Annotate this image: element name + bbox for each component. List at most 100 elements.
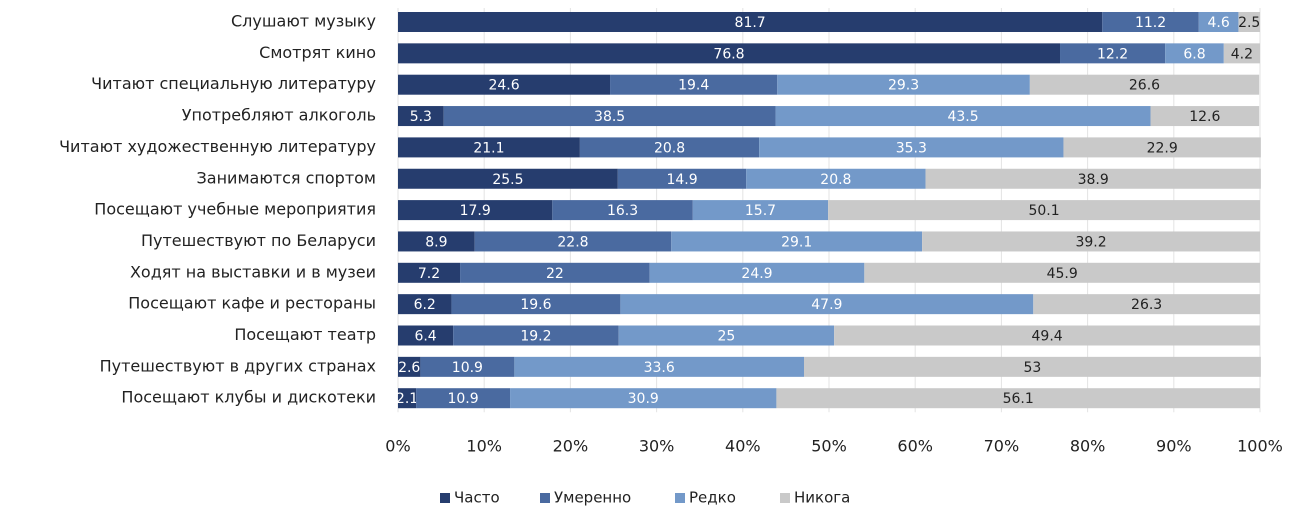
y-tick-label: Смотрят кино — [259, 43, 376, 62]
data-label: 19.2 — [520, 329, 551, 345]
x-tick-label: 30% — [639, 437, 675, 456]
bar-segment — [420, 356, 515, 377]
data-label: 53 — [1024, 360, 1042, 376]
x-tick-label: 0% — [385, 437, 410, 456]
data-label: 22.8 — [557, 234, 588, 250]
y-tick-label: Посещают учебные мероприятия — [94, 200, 376, 219]
x-tick-label: 100% — [1237, 437, 1283, 456]
data-label: 2.6 — [398, 360, 420, 376]
bar-segment — [692, 200, 829, 221]
data-label: 26.6 — [1129, 78, 1160, 94]
bar-segment — [451, 294, 621, 315]
bar-segment — [922, 231, 1260, 252]
data-label: 12.6 — [1189, 109, 1220, 125]
data-label: 45.9 — [1047, 266, 1078, 282]
y-tick-label: Читают специальную литературу — [91, 74, 376, 93]
data-label: 81.7 — [735, 15, 766, 31]
data-label: 12.2 — [1097, 46, 1128, 62]
data-label: 24.6 — [488, 78, 519, 94]
data-label: 38.9 — [1078, 172, 1109, 188]
bar-segment — [759, 137, 1064, 158]
bar-segment — [398, 106, 444, 127]
data-label: 14.9 — [666, 172, 697, 188]
bar-segment — [1238, 12, 1260, 32]
y-tick-label: Путешествуют по Беларуси — [141, 231, 376, 250]
data-label: 7.2 — [418, 266, 440, 282]
data-label: 19.6 — [520, 297, 551, 313]
bar-segment — [398, 262, 461, 283]
y-tick-label: Ходят на выставки и в музеи — [130, 262, 376, 281]
data-label: 6.2 — [414, 297, 436, 313]
bar-segment — [398, 325, 454, 346]
bar-segment — [671, 231, 923, 252]
data-label: 6.8 — [1183, 46, 1205, 62]
bar-segment — [649, 262, 865, 283]
data-label: 10.9 — [452, 360, 483, 376]
data-label: 6.4 — [414, 329, 436, 345]
bar-segment — [1150, 106, 1260, 127]
bar-segment — [746, 168, 926, 189]
bar-segment — [864, 262, 1260, 283]
y-tick-label: Занимаются спортом — [197, 168, 376, 187]
legend-label: Часто — [454, 489, 500, 507]
data-label: 76.8 — [713, 46, 744, 62]
legend-swatch — [780, 493, 790, 503]
data-label: 38.5 — [594, 109, 625, 125]
legend-swatch — [440, 493, 450, 503]
data-label: 2.1 — [396, 391, 418, 407]
y-tick-label: Посещают театр — [234, 325, 376, 344]
bar-segment — [579, 137, 760, 158]
legend-label: Никога — [794, 489, 850, 507]
bar-segment — [1060, 43, 1166, 64]
data-label: 25.5 — [492, 172, 523, 188]
bar-segment — [398, 74, 611, 95]
data-label: 4.6 — [1207, 15, 1229, 31]
x-tick-label: 90% — [1156, 437, 1192, 456]
bar-segment — [775, 106, 1151, 127]
y-tick-label: Читают художественную литературу — [59, 137, 376, 156]
bar-segment — [398, 168, 618, 189]
x-tick-label: 60% — [897, 437, 933, 456]
data-label: 50.1 — [1028, 203, 1059, 219]
data-label: 19.4 — [678, 78, 709, 94]
bar-segment — [925, 168, 1261, 189]
bar-segment — [398, 388, 417, 409]
data-label: 15.7 — [745, 203, 776, 219]
bar-segment — [398, 43, 1061, 64]
bar-segment — [620, 294, 1034, 315]
data-label: 16.3 — [607, 203, 638, 219]
bar-segment — [828, 200, 1260, 221]
data-label: 43.5 — [947, 109, 978, 125]
data-label: 35.3 — [896, 140, 927, 156]
bar-segment — [398, 231, 475, 252]
bar-segment — [618, 325, 835, 346]
bar-segment — [1165, 43, 1224, 64]
y-tick-label: Посещают клубы и дискотеки — [121, 388, 376, 407]
bar-segment — [514, 356, 805, 377]
data-label: 25 — [718, 329, 736, 345]
data-label: 11.2 — [1135, 15, 1166, 31]
x-tick-label: 20% — [553, 437, 589, 456]
data-label: 5.3 — [410, 109, 432, 125]
data-label: 21.1 — [473, 140, 504, 156]
data-label: 39.2 — [1075, 234, 1106, 250]
bar-segment — [398, 137, 580, 158]
x-tick-label: 70% — [984, 437, 1020, 456]
data-label: 56.1 — [1003, 391, 1034, 407]
bar-segment — [1223, 43, 1260, 64]
data-label: 24.9 — [741, 266, 772, 282]
data-label: 22.9 — [1147, 140, 1178, 156]
data-label: 8.9 — [425, 234, 447, 250]
bar-segment — [834, 325, 1260, 346]
data-label: 30.9 — [628, 391, 659, 407]
bar-segment — [804, 356, 1261, 377]
legend-swatch — [675, 493, 685, 503]
data-label: 17.9 — [460, 203, 491, 219]
data-label: 29.3 — [888, 78, 919, 94]
bar-segment — [398, 356, 421, 377]
y-tick-label: Путешествуют в других странах — [100, 356, 376, 375]
bar-segment — [1102, 12, 1199, 32]
data-label: 2.5 — [1238, 15, 1260, 31]
bar-segment — [1033, 294, 1260, 315]
